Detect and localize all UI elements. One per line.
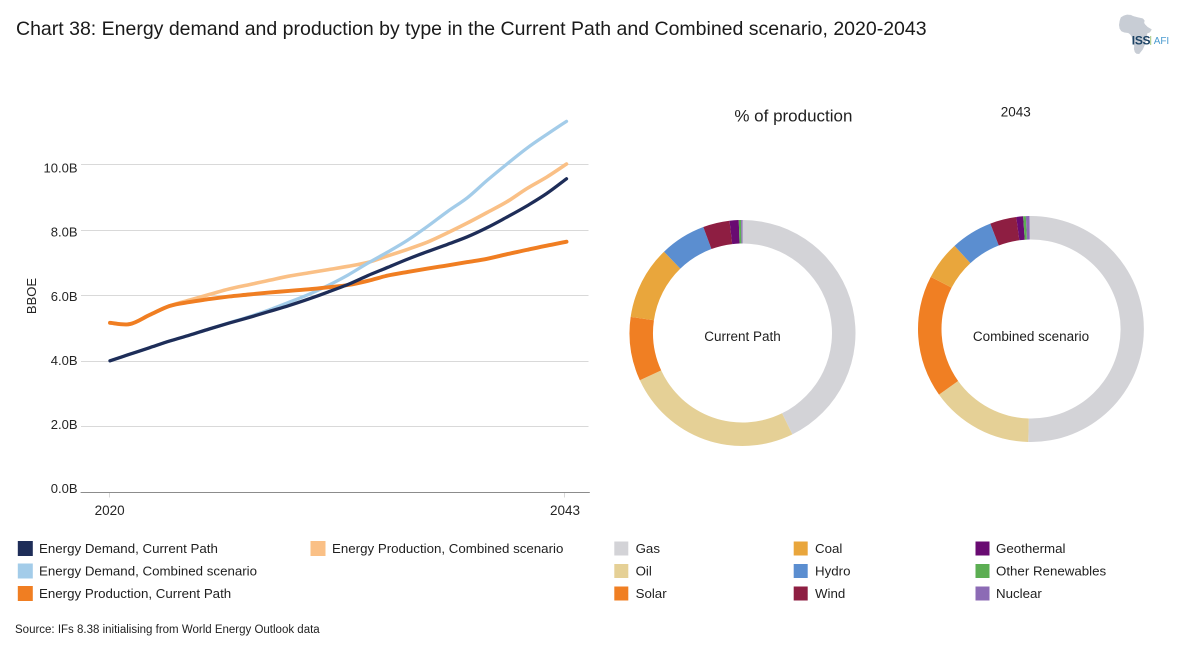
svg-text:2.0B: 2.0B: [51, 417, 78, 432]
svg-text:0.0B: 0.0B: [51, 481, 78, 496]
svg-text:% of production: % of production: [734, 107, 852, 126]
svg-text:Energy Demand, Current Path: Energy Demand, Current Path: [39, 541, 218, 556]
svg-text:Combined scenario: Combined scenario: [973, 329, 1089, 344]
svg-text:10.0B: 10.0B: [44, 161, 78, 176]
svg-text:Geothermal: Geothermal: [996, 541, 1066, 556]
svg-text:ISS: ISS: [1132, 34, 1151, 48]
svg-text:2043: 2043: [550, 503, 580, 518]
svg-text:Energy Production, Combined sc: Energy Production, Combined scenario: [332, 541, 563, 556]
svg-text:Wind: Wind: [815, 586, 845, 601]
svg-text:Nuclear: Nuclear: [996, 586, 1042, 601]
svg-text:Current Path: Current Path: [704, 329, 781, 344]
svg-text:BBOE: BBOE: [24, 278, 39, 314]
svg-text:4.0B: 4.0B: [51, 353, 78, 368]
svg-text:8.0B: 8.0B: [51, 225, 78, 240]
svg-text:Solar: Solar: [636, 586, 668, 601]
svg-text:2020: 2020: [95, 503, 125, 518]
svg-text:Chart 38: Energy demand and pr: Chart 38: Energy demand and production b…: [16, 18, 927, 40]
svg-text:Other Renewables: Other Renewables: [996, 564, 1106, 579]
svg-text:Gas: Gas: [636, 541, 661, 556]
svg-text:Oil: Oil: [636, 564, 652, 579]
svg-text:6.0B: 6.0B: [51, 289, 78, 304]
svg-text:AFI: AFI: [1154, 36, 1169, 47]
svg-text:2043: 2043: [1001, 105, 1031, 120]
svg-text:Energy Production, Current Pat: Energy Production, Current Path: [39, 586, 231, 601]
svg-text:Source: IFs 8.38 initialising: Source: IFs 8.38 initialising from World…: [15, 624, 320, 636]
svg-text:Energy Demand, Combined scenar: Energy Demand, Combined scenario: [39, 564, 257, 579]
svg-text:Hydro: Hydro: [815, 564, 850, 579]
svg-text:Coal: Coal: [815, 541, 842, 556]
